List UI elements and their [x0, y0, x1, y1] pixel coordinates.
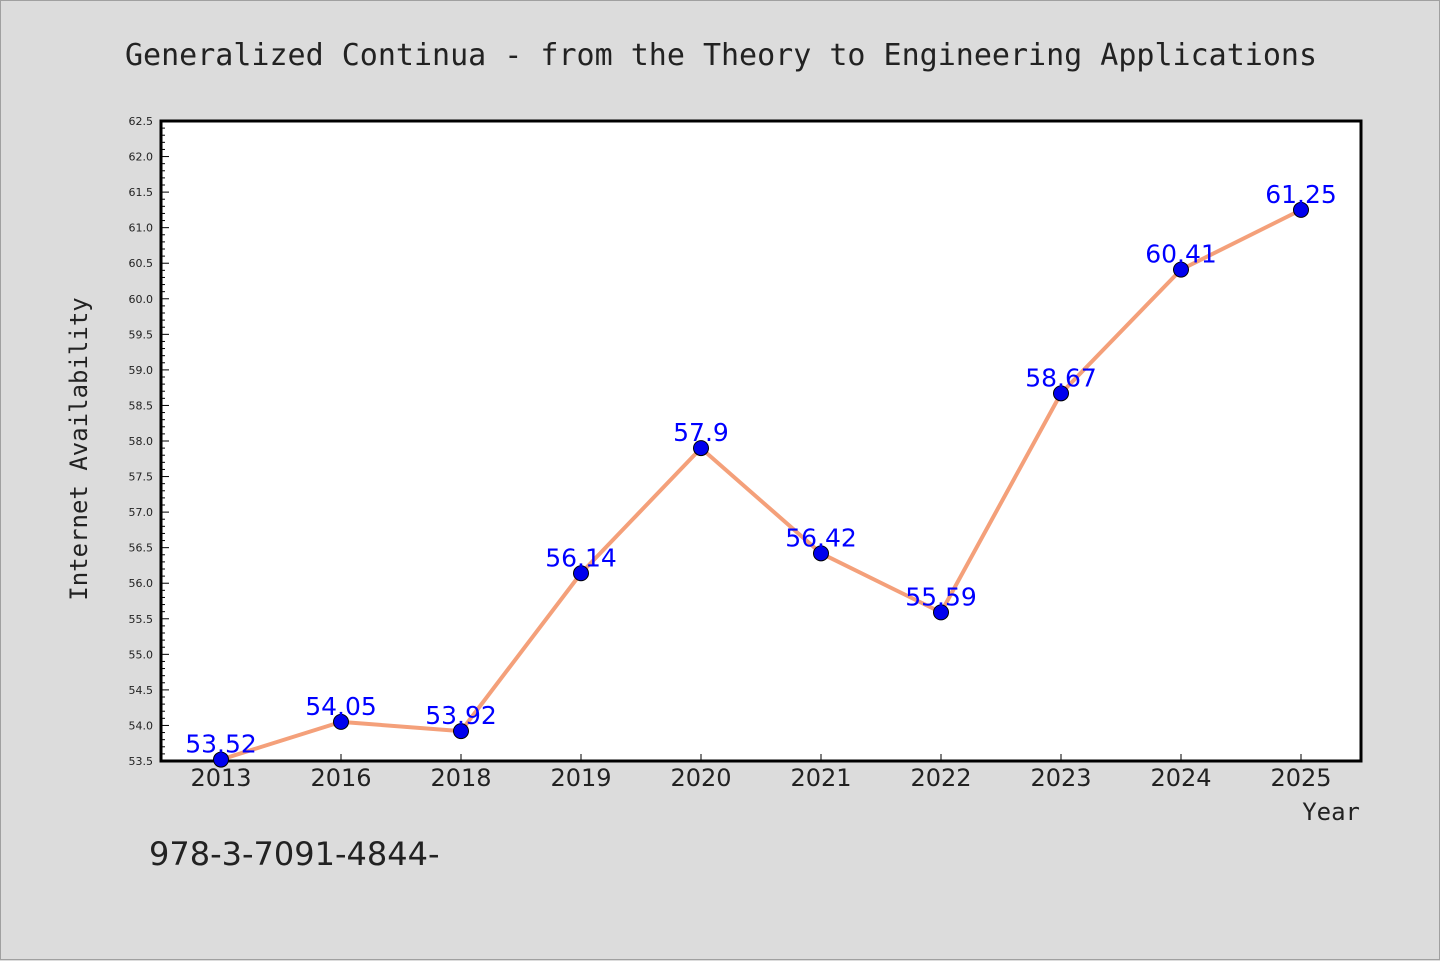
data-point: [1173, 261, 1189, 278]
data-point: [333, 713, 349, 730]
data-label: 60.41: [1145, 240, 1217, 269]
footer-text: 978-3-7091-4844-: [149, 835, 440, 873]
data-label: 53.92: [425, 701, 497, 730]
data-label-group: 53.52 54.05 53.92 56.14 57.9 56.42 55.59 58.67 6…: [185, 180, 1337, 759]
y-tick-label: 53.5: [129, 755, 154, 768]
x-tick-label: 2016: [310, 764, 371, 792]
data-label: 57.9: [673, 418, 729, 447]
x-axis: 2013 2016 2018 2019 2020 2021 2022 2023 2024 2025: [190, 754, 1332, 792]
y-tick-label: 59.5: [129, 328, 154, 341]
y-tick-label: 56.5: [129, 542, 154, 555]
x-tick-label: 2024: [1150, 764, 1211, 792]
y-tick-label: 57.0: [129, 506, 154, 519]
series-line: [219, 207, 1303, 762]
y-tick-label: 60.0: [129, 293, 154, 306]
y-axis: 53.5 54.0 54.5 55.0 55.5 56.0 56.5 57.0 57.5 58.0…: [129, 115, 169, 768]
x-tick-label: 2023: [1030, 764, 1091, 792]
y-tick-label: 61.0: [129, 222, 154, 235]
y-tick-label: 57.5: [129, 471, 154, 484]
x-tick-label: 2018: [430, 764, 491, 792]
data-label: 55.59: [905, 582, 977, 611]
y-tick-label: 58.0: [129, 435, 154, 448]
data-label: 58.67: [1025, 363, 1097, 392]
data-label: 56.14: [545, 543, 617, 572]
marker-group: [213, 201, 1309, 768]
y-tick-label: 54.0: [129, 719, 154, 732]
data-point: [573, 565, 589, 582]
y-tick-label: 61.5: [129, 186, 154, 199]
data-point: [1293, 201, 1309, 218]
x-tick-label: 2013: [190, 764, 251, 792]
data-point: [933, 604, 949, 621]
x-tick-label: 2025: [1270, 764, 1331, 792]
y-tick-label: 62.0: [129, 151, 154, 164]
y-tick-label: 54.5: [129, 684, 154, 697]
chart-title: Generalized Continua - from the Theory t…: [125, 38, 1317, 73]
series-line-group: [219, 207, 1303, 762]
x-axis-label: Year: [1302, 798, 1360, 826]
x-tick-label: 2022: [910, 764, 971, 792]
y-tick-label: 55.0: [129, 648, 154, 661]
x-tick-label: 2019: [550, 764, 611, 792]
x-tick-label: 2020: [670, 764, 731, 792]
data-point: [453, 723, 469, 740]
y-tick-label: 59.0: [129, 364, 154, 377]
y-tick-label: 55.5: [129, 613, 154, 626]
data-point: [1053, 385, 1069, 402]
data-label: 54.05: [305, 692, 377, 721]
data-label: 56.42: [785, 523, 857, 552]
y-tick-label: 58.5: [129, 399, 154, 412]
data-label: 61.25: [1265, 180, 1337, 209]
y-tick-label: 56.0: [129, 577, 154, 590]
x-tick-label: 2021: [790, 764, 851, 792]
y-tick-label: 60.5: [129, 257, 154, 270]
y-axis-label: Internet Availability: [65, 297, 93, 600]
y-tick-label: 62.5: [129, 115, 154, 128]
data-point: [213, 751, 229, 768]
data-point: [813, 545, 829, 562]
data-label: 53.52: [185, 730, 257, 759]
data-point: [693, 440, 709, 457]
plot-area: [159, 119, 1363, 763]
